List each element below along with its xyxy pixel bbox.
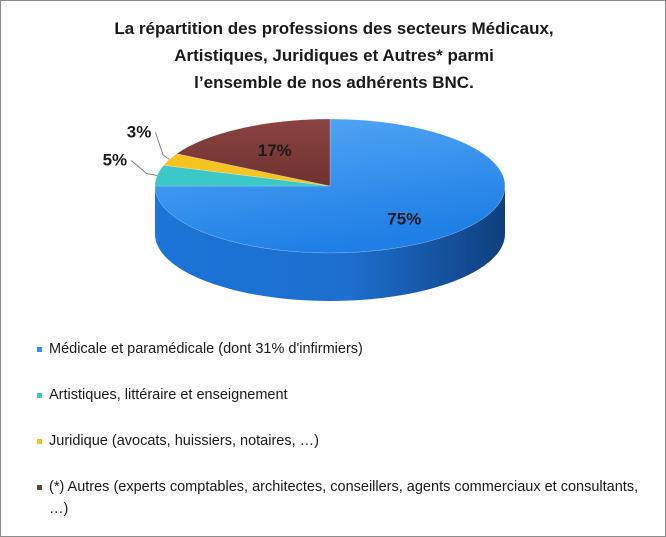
pie-slice-side-medicale: [155, 186, 505, 301]
pie-label-juridique: 3%: [127, 122, 152, 141]
pie-tops: [154, 118, 506, 254]
pie-label-artistiques: 5%: [103, 151, 128, 170]
legend-swatch-juridique: [37, 439, 42, 444]
legend-swatch-artistiques: [37, 393, 42, 398]
legend-label: Artistiques, littéraire et enseignement: [49, 387, 288, 403]
legend-item-artistiques: Artistiques, littéraire et enseignement: [31, 384, 651, 406]
chart-title: La répartition des professions des secte…: [1, 15, 665, 96]
pie-sides: [155, 186, 505, 301]
pie-label-autres: 17%: [258, 141, 292, 160]
chart-title-line: La répartition des professions des secte…: [114, 19, 554, 38]
legend-label: Médicale et paramédicale (dont 31% d'inf…: [49, 341, 363, 357]
legend-swatch-autres: [37, 485, 42, 490]
pie-leader-juridique: [154, 132, 170, 160]
pie-slice-juridique: [162, 153, 331, 187]
legend-label: (*) Autres (experts comptables, architec…: [49, 479, 639, 517]
legend-item-medicale: Médicale et paramédicale (dont 31% d'inf…: [31, 338, 651, 360]
legend-swatch-medicale: [37, 347, 42, 352]
legend-label: Juridique (avocats, huissiers, notaires,…: [49, 433, 319, 449]
pie-slice-artistiques: [154, 164, 331, 187]
pie-slice-autres: [175, 118, 331, 187]
legend-item-juridique: Juridique (avocats, huissiers, notaires,…: [31, 430, 651, 452]
chart-title-line: l’ensemble de nos adhérents BNC.: [194, 73, 474, 92]
pie-labels: 75% 5% 3% 17%: [103, 122, 422, 228]
chart-title-line: Artistiques, Juridiques et Autres* parmi: [174, 46, 494, 65]
pie-label-medicale: 75%: [387, 209, 421, 228]
legend-item-autres: (*) Autres (experts comptables, architec…: [31, 476, 651, 520]
pie-leader-lines: [130, 132, 170, 177]
legend: Médicale et paramédicale (dont 31% d'inf…: [31, 338, 651, 536]
pie-leader-artistiques: [130, 160, 158, 177]
